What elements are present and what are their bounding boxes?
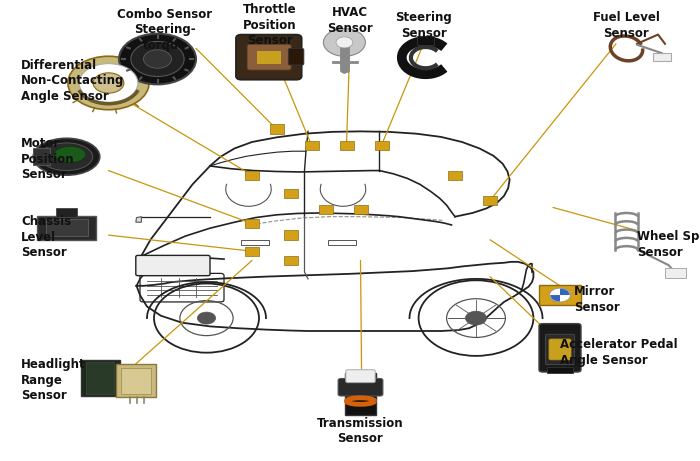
Circle shape [119, 34, 196, 84]
Bar [270, 124, 284, 134]
Text: Steering
Sensor: Steering Sensor [395, 11, 452, 40]
Bar [318, 205, 332, 214]
Bar [46, 219, 88, 236]
Text: Wheel Speed
Sensor: Wheel Speed Sensor [637, 230, 700, 259]
Bar [417, 36, 434, 45]
Bar [245, 171, 259, 180]
Ellipse shape [41, 143, 92, 171]
Circle shape [323, 29, 365, 56]
Bar [81, 360, 120, 396]
Text: Fuel Level
Sensor: Fuel Level Sensor [593, 11, 660, 40]
Bar [121, 368, 150, 394]
Text: Mirror
Sensor: Mirror Sensor [574, 285, 620, 314]
Text: Chassis
Level
Sensor: Chassis Level Sensor [21, 215, 71, 260]
FancyBboxPatch shape [288, 48, 304, 65]
Bar [241, 240, 270, 245]
Circle shape [93, 73, 124, 93]
Circle shape [131, 41, 184, 77]
FancyBboxPatch shape [346, 370, 375, 383]
Text: Combo Sensor
Steering-
torque: Combo Sensor Steering- torque [117, 8, 212, 52]
Ellipse shape [55, 147, 85, 163]
Bar [448, 171, 462, 180]
Circle shape [68, 56, 149, 110]
Bar [374, 141, 388, 150]
Bar [245, 247, 259, 256]
Wedge shape [560, 289, 570, 295]
Wedge shape [550, 295, 560, 301]
Bar [304, 141, 318, 150]
Circle shape [79, 64, 138, 102]
Text: Differential
Non-Contacting
Angle Sensor: Differential Non-Contacting Angle Sensor [21, 59, 125, 103]
FancyBboxPatch shape [247, 44, 291, 70]
Circle shape [144, 50, 172, 68]
Circle shape [466, 311, 486, 325]
FancyBboxPatch shape [539, 324, 581, 372]
Bar [116, 364, 156, 397]
Bar [354, 205, 368, 214]
Bar [483, 196, 497, 205]
Circle shape [550, 288, 570, 302]
Text: HVAC
Sensor: HVAC Sensor [327, 6, 373, 35]
Bar [284, 189, 298, 198]
Bar [245, 219, 259, 228]
Circle shape [336, 37, 353, 48]
Bar [33, 148, 50, 165]
FancyBboxPatch shape [236, 35, 302, 80]
Bar [257, 51, 281, 64]
Bar [340, 141, 354, 150]
FancyBboxPatch shape [545, 334, 575, 365]
FancyBboxPatch shape [136, 255, 210, 276]
Ellipse shape [34, 138, 99, 175]
Text: Throttle
Position
Sensor: Throttle Position Sensor [243, 3, 296, 47]
Bar [665, 268, 686, 278]
Bar [547, 367, 573, 373]
Bar [56, 208, 77, 217]
Bar [284, 256, 298, 265]
Polygon shape [136, 217, 141, 222]
Bar [86, 362, 114, 394]
Bar [345, 373, 376, 415]
Text: Headlight
Range
Sensor: Headlight Range Sensor [21, 358, 85, 402]
FancyBboxPatch shape [338, 378, 383, 396]
Bar [284, 230, 298, 240]
Text: Motor
Position
Sensor: Motor Position Sensor [21, 137, 75, 181]
Circle shape [197, 312, 216, 324]
Bar [328, 240, 356, 245]
Bar [539, 285, 581, 305]
Text: Transmission
Sensor: Transmission Sensor [317, 417, 404, 445]
Bar [37, 216, 96, 240]
Text: Accelerator Pedal
Angle Sensor: Accelerator Pedal Angle Sensor [560, 338, 678, 367]
Bar [653, 53, 671, 61]
FancyBboxPatch shape [549, 339, 571, 360]
